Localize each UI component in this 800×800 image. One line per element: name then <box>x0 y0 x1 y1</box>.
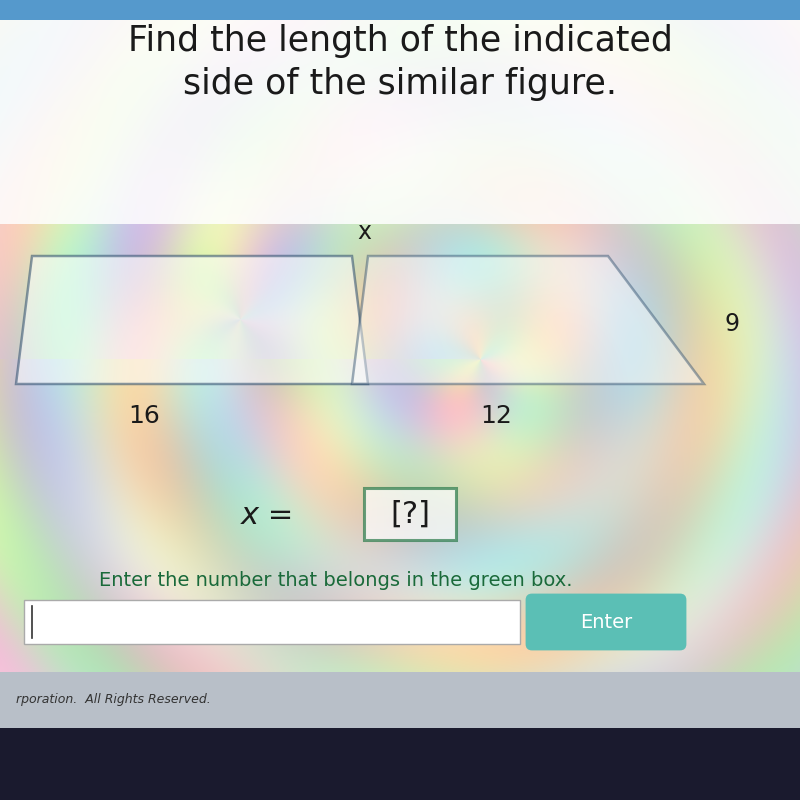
FancyBboxPatch shape <box>526 594 686 650</box>
Text: x: x <box>357 220 371 244</box>
Text: [?]: [?] <box>390 499 430 529</box>
Text: Find the length of the indicated
side of the similar figure.: Find the length of the indicated side of… <box>127 24 673 102</box>
Text: 12: 12 <box>480 404 512 428</box>
FancyBboxPatch shape <box>0 672 800 728</box>
Text: Enter the number that belongs in the green box.: Enter the number that belongs in the gre… <box>99 570 573 590</box>
FancyBboxPatch shape <box>0 728 800 800</box>
FancyBboxPatch shape <box>0 0 800 20</box>
Polygon shape <box>16 256 368 384</box>
FancyBboxPatch shape <box>364 488 456 540</box>
Text: 16: 16 <box>128 404 160 428</box>
FancyBboxPatch shape <box>24 600 520 644</box>
Text: 9: 9 <box>724 312 739 336</box>
Text: x =: x = <box>241 502 304 530</box>
Text: Enter: Enter <box>580 613 632 631</box>
Text: rporation.  All Rights Reserved.: rporation. All Rights Reserved. <box>16 694 210 706</box>
FancyBboxPatch shape <box>0 0 800 224</box>
Polygon shape <box>352 256 704 384</box>
